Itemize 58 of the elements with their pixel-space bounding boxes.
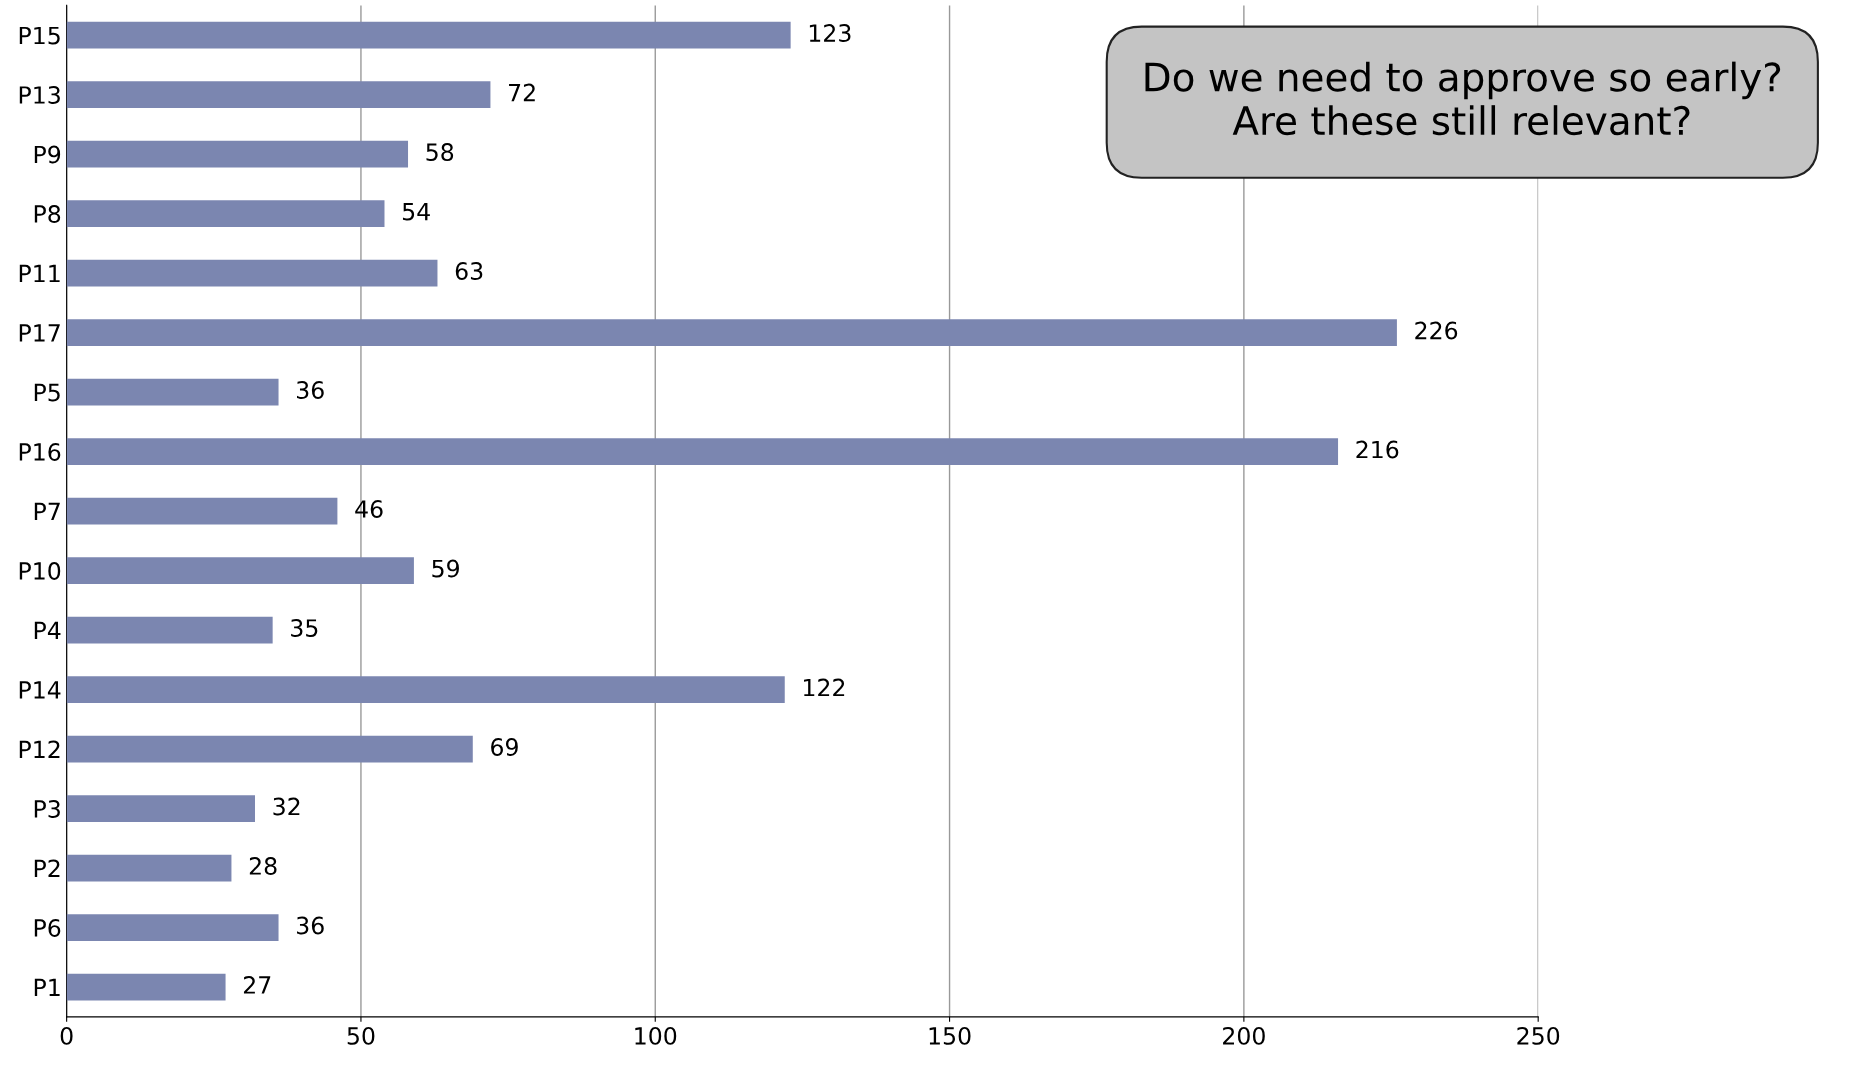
bar (66, 81, 491, 109)
data-label: 69 (491, 738, 518, 756)
data-label: 36 (297, 916, 324, 935)
data-label: 27 (243, 976, 271, 994)
bar (66, 200, 385, 227)
y-tick-label: P5 (34, 383, 60, 402)
bar (66, 973, 226, 1001)
y-tick-label: P13 (19, 86, 60, 104)
bar (66, 616, 273, 644)
data-label: 46 (355, 500, 383, 518)
data-label: 123 (809, 24, 851, 42)
y-tick-label: P7 (34, 502, 60, 521)
y-tick-label: P1 (34, 978, 60, 997)
y-tick-label: P6 (34, 919, 61, 937)
bar (66, 557, 414, 584)
data-label: 36 (297, 381, 324, 399)
bar (66, 140, 409, 168)
y-tick-label: P4 (34, 621, 61, 640)
data-label: 58 (426, 143, 454, 161)
bar (66, 676, 785, 703)
bar (66, 438, 1339, 465)
data-label: 216 (1356, 440, 1399, 459)
x-tick-label: 150 (929, 1026, 971, 1045)
data-label: 35 (291, 619, 318, 637)
y-tick-label: P14 (19, 681, 61, 699)
data-label: 28 (249, 857, 277, 875)
x-tick-label: 100 (635, 1026, 677, 1045)
bar (66, 795, 255, 822)
data-label: 63 (455, 262, 483, 280)
bar (66, 259, 438, 287)
x-tick-label: 0 (60, 1026, 73, 1045)
y-tick-label: P8 (34, 205, 61, 223)
y-tick-label: P16 (19, 443, 61, 461)
x-tick-label: 200 (1223, 1026, 1265, 1045)
bar (66, 319, 1397, 346)
bar (66, 21, 791, 49)
data-label: 59 (432, 559, 459, 578)
bar (66, 914, 279, 941)
y-tick-label: P11 (19, 264, 60, 283)
data-label: 32 (273, 797, 300, 816)
data-label: 122 (804, 678, 845, 697)
bar (66, 378, 279, 406)
data-label: 226 (1415, 321, 1458, 340)
y-tick-label: P2 (34, 859, 60, 878)
bar (66, 854, 232, 882)
y-tick-label: P9 (34, 145, 61, 164)
x-tick-label: 250 (1517, 1026, 1560, 1045)
y-tick-label: P3 (34, 800, 60, 818)
annotation: Do we need to approve so early? Are these still relevant? (1145, 61, 1781, 136)
bar (66, 497, 338, 525)
y-tick-label: P17 (19, 324, 60, 342)
bar (66, 735, 473, 763)
y-tick-label: P12 (19, 740, 60, 759)
y-tick-label: P10 (19, 562, 61, 580)
data-label: 54 (402, 202, 430, 221)
y-tick-label: P15 (19, 26, 60, 45)
x-tick-label: 50 (347, 1026, 375, 1045)
data-label: 72 (509, 83, 535, 102)
